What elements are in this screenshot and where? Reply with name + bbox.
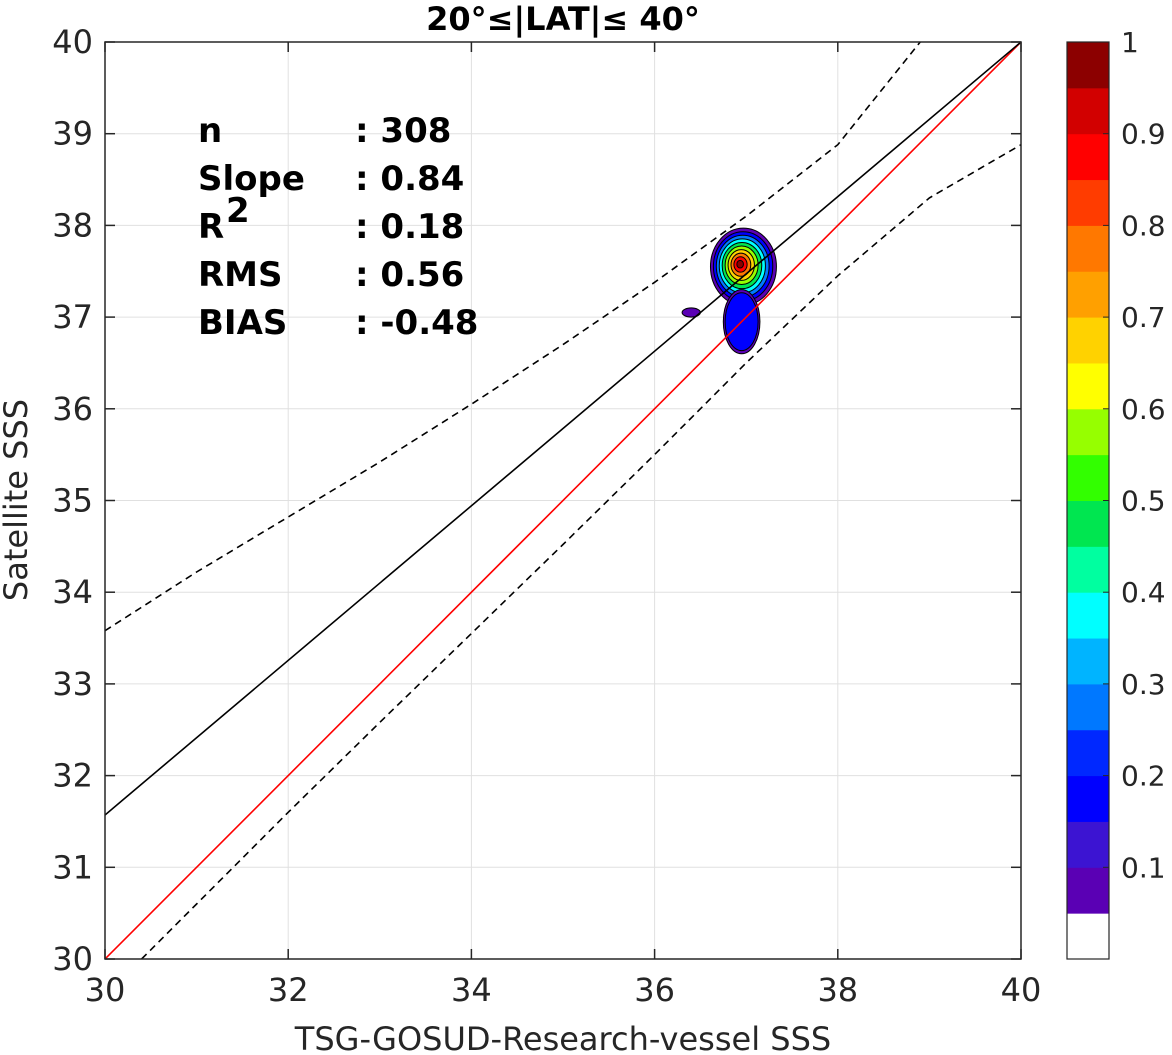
y-tick-label: 39 xyxy=(52,115,93,153)
colorbar-tick-label: 0.6 xyxy=(1121,393,1166,426)
y-tick-label: 40 xyxy=(52,23,93,61)
y-tick-label: 38 xyxy=(52,206,93,244)
x-tick-label: 32 xyxy=(268,971,309,1009)
colorbar-tick-label: 1 xyxy=(1121,26,1139,59)
colorbar-segment xyxy=(1067,408,1109,456)
colorbar-segment xyxy=(1067,42,1109,89)
x-tick-label: 40 xyxy=(1001,971,1042,1009)
colorbar-tick-label: 0.8 xyxy=(1121,209,1166,242)
y-tick-labels: 30 31 32 33 34 35 36 37 38 39 40 xyxy=(52,23,93,978)
stat-value: : 0.56 xyxy=(355,255,464,295)
colorbar-segment xyxy=(1067,913,1109,960)
y-tick-label: 32 xyxy=(52,757,93,795)
colorbar-segment xyxy=(1067,683,1109,731)
colorbar-tick-label: 0.1 xyxy=(1121,851,1166,884)
colorbar-tick-label: 0.4 xyxy=(1121,576,1166,609)
colorbar-tick-label: 0.2 xyxy=(1121,760,1166,793)
y-tick-label: 34 xyxy=(52,573,93,611)
x-tick-labels: 30 32 34 36 38 40 xyxy=(85,971,1042,1009)
y-tick-label: 35 xyxy=(52,482,93,520)
upper-bound-line xyxy=(105,42,921,632)
stat-label: BIAS xyxy=(198,303,287,343)
stat-label: R xyxy=(198,207,224,247)
grid-lines xyxy=(104,41,1022,960)
y-tick-label: 31 xyxy=(52,848,93,886)
lower-bound-line xyxy=(141,144,1021,959)
density-contours xyxy=(681,227,777,355)
stat-value: : -0.48 xyxy=(355,303,478,343)
density-contour-level xyxy=(736,259,744,269)
colorbar-tick-label: 0.3 xyxy=(1121,668,1166,701)
colorbar-segment xyxy=(1067,362,1109,410)
colorbar-segment xyxy=(1067,133,1109,181)
stat-value: : 0.18 xyxy=(355,207,464,247)
colorbar-segment xyxy=(1067,454,1109,501)
y-tick-label: 37 xyxy=(52,298,93,336)
axis-ticks xyxy=(104,41,1022,960)
y-tick-label: 30 xyxy=(52,940,93,978)
x-axis-label: TSG-GOSUD-Research-vessel SSS xyxy=(294,1020,831,1055)
y-tick-label: 36 xyxy=(52,390,93,428)
colorbar-segment xyxy=(1067,225,1109,272)
colorbar-tick-label: 0.9 xyxy=(1121,118,1166,151)
stat-label: RMS xyxy=(198,255,283,295)
stat-label: Slope xyxy=(198,159,305,199)
x-tick-label: 38 xyxy=(817,971,858,1009)
colorbar-segment xyxy=(1067,317,1109,364)
stat-value: : 0.84 xyxy=(355,159,464,199)
colorbar-tick-label: 0.5 xyxy=(1121,485,1166,518)
regression-line xyxy=(105,42,1021,816)
colorbar-segment xyxy=(1067,775,1109,822)
stat-value: : 308 xyxy=(355,111,451,151)
y-tick-label: 33 xyxy=(52,665,93,703)
stat-superscript: 2 xyxy=(226,191,250,231)
colorbar: 0.1 0.2 0.3 0.4 0.5 0.6 0.7 0.8 0.9 1 xyxy=(1066,26,1166,960)
stat-label: n xyxy=(198,111,222,151)
x-tick-label: 30 xyxy=(85,971,126,1009)
colorbar-segment xyxy=(1067,821,1109,868)
fit-lines xyxy=(105,42,1021,959)
colorbar-segment xyxy=(1067,729,1109,777)
colorbar-tick-label: 0.7 xyxy=(1121,301,1166,334)
one-to-one-line xyxy=(105,42,1021,959)
stats-box: n : 308 Slope : 0.84 R 2 : 0.18 RMS : 0.56 BIAS : … xyxy=(198,111,478,343)
x-tick-label: 36 xyxy=(634,971,675,1009)
y-axis-label: Satellite SSS xyxy=(0,399,35,601)
colorbar-segment xyxy=(1067,271,1109,318)
x-tick-label: 34 xyxy=(451,971,492,1009)
colorbar-segment xyxy=(1067,179,1109,226)
colorbar-segment xyxy=(1067,500,1109,547)
colorbar-segment xyxy=(1067,592,1109,639)
chart-title: 20°≤|LAT|≤ 40° xyxy=(426,0,700,39)
colorbar-segment xyxy=(1067,87,1109,135)
colorbar-segment xyxy=(1067,546,1109,593)
colorbar-segment xyxy=(1067,867,1109,914)
colorbar-segment xyxy=(1067,638,1109,685)
